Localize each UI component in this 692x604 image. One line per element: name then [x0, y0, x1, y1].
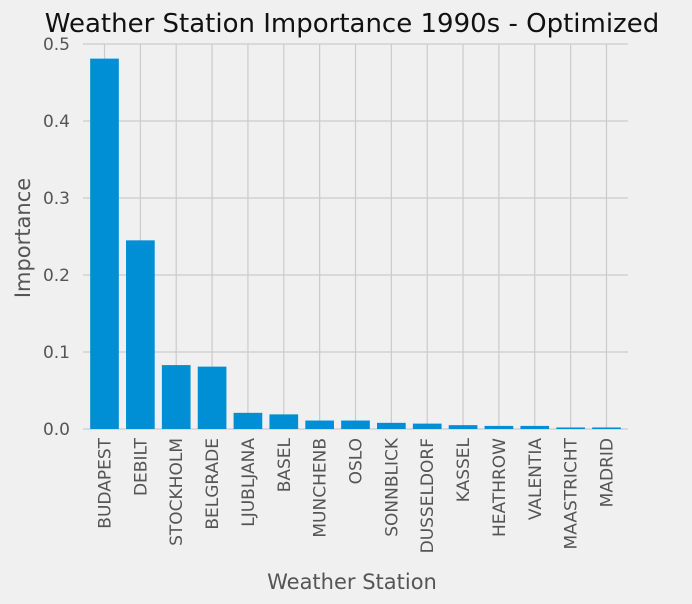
bar-belgrade [197, 366, 227, 429]
x-tick-label: VALENTIA [526, 438, 546, 520]
bar-ljubljana [233, 412, 263, 429]
x-tick-labels: BUDAPEST DEBILT STOCKHOLM BELGRADE LJUBLJANA… [96, 437, 618, 553]
bar-oslo [341, 420, 370, 429]
x-tick-label: MADRID [597, 438, 617, 507]
x-tick-label: STOCKHOLM [167, 438, 187, 546]
y-tick-label: 0.3 [43, 189, 70, 209]
x-tick-label: MUNCHENB [311, 438, 331, 538]
y-axis-title: Importance [11, 178, 35, 298]
bar-dusseldorf [412, 423, 442, 429]
bar-sonnblick [377, 422, 406, 429]
x-tick-label: OSLO [347, 438, 367, 484]
y-tick-label: 0.2 [43, 266, 70, 286]
y-tick-label: 0.4 [43, 112, 70, 132]
x-tick-label: KASSEL [454, 437, 474, 502]
bar-kassel [448, 425, 478, 429]
bar-maastricht [556, 427, 585, 429]
x-tick-label: DEBILT [131, 437, 151, 496]
x-tick-label: MAASTRICHT [562, 437, 582, 549]
bars [90, 58, 621, 429]
x-tick-label: SONNBLICK [382, 437, 402, 537]
x-axis-title: Weather Station [267, 570, 437, 594]
x-tick-label: LJUBLJANA [239, 438, 259, 527]
x-tick-label: BELGRADE [203, 438, 223, 530]
bar-valentia [520, 425, 550, 429]
y-tick-label: 0.0 [43, 420, 70, 440]
x-tick-label: BUDAPEST [96, 437, 116, 528]
chart-title: Weather Station Importance 1990s - Optim… [45, 9, 659, 39]
bar-budapest [90, 58, 119, 429]
bar-basel [269, 414, 299, 429]
x-tick-label: HEATHROW [490, 438, 510, 537]
x-tick-label: BASEL [275, 437, 295, 492]
bar-stockholm [161, 365, 191, 429]
y-tick-label: 0.1 [43, 343, 70, 363]
x-tick-label: DUSSELDORF [418, 438, 438, 553]
bar-heathrow [484, 425, 514, 429]
y-tick-label: 0.5 [43, 35, 70, 55]
bar-debilt [126, 240, 155, 429]
y-tick-labels: 0.0 0.1 0.2 0.3 0.4 0.5 [43, 35, 70, 440]
bar-munchenb [305, 420, 334, 429]
bar-madrid [592, 427, 621, 429]
x-grid [103, 44, 608, 429]
